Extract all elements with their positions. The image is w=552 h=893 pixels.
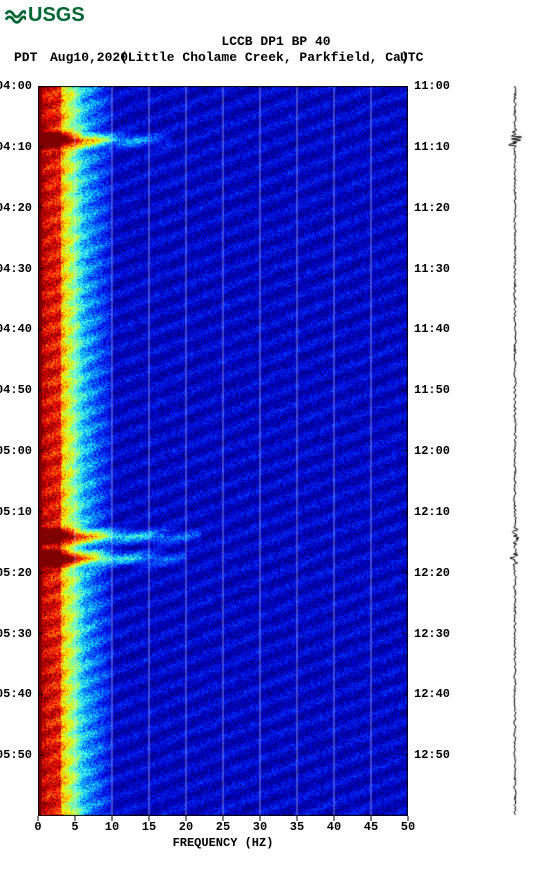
- usgs-wave-icon: [4, 5, 26, 27]
- y-tick-right: 12:10: [414, 505, 450, 519]
- y-tick-left: 04:00: [0, 79, 32, 93]
- x-tick: 50: [401, 820, 415, 834]
- x-tick: 10: [105, 820, 119, 834]
- y-tick-left: 05:40: [0, 687, 32, 701]
- x-tick-mark: [297, 816, 298, 821]
- y-tick-left: 05:50: [0, 748, 32, 762]
- y-tick-right: 11:10: [414, 140, 450, 154]
- y-tick-right: 11:50: [414, 383, 450, 397]
- x-tick: 0: [34, 820, 41, 834]
- y-tick-right: 12:00: [414, 444, 450, 458]
- x-tick: 25: [216, 820, 230, 834]
- y-tick-right: 12:50: [414, 748, 450, 762]
- x-tick: 35: [290, 820, 304, 834]
- x-axis-label: FREQUENCY (HZ): [38, 836, 408, 850]
- y-tick-right: 11:20: [414, 201, 450, 215]
- x-tick-mark: [112, 816, 113, 821]
- y-tick-left: 05:30: [0, 627, 32, 641]
- y-tick-left: 05:20: [0, 566, 32, 580]
- utc-label: UTC: [400, 50, 423, 65]
- y-tick-right: 12:20: [414, 566, 450, 580]
- x-tick-mark: [149, 816, 150, 821]
- x-tick-mark: [371, 816, 372, 821]
- date-label: Aug10,2020: [50, 50, 128, 65]
- y-tick-left: 04:10: [0, 140, 32, 154]
- spectrogram-canvas: [38, 86, 408, 816]
- y-tick-left: 04:30: [0, 262, 32, 276]
- y-tick-left: 04:50: [0, 383, 32, 397]
- x-tick-mark: [186, 816, 187, 821]
- x-tick: 40: [327, 820, 341, 834]
- x-tick: 45: [364, 820, 378, 834]
- x-tick-mark: [408, 816, 409, 821]
- pdt-label: PDT: [14, 50, 37, 65]
- y-tick-right: 12:40: [414, 687, 450, 701]
- spectrogram-plot: FREQUENCY (HZ) 04:0011:0004:1011:1004:20…: [38, 86, 408, 816]
- location-label: (Little Cholame Creek, Parkfield, Ca): [120, 50, 409, 65]
- y-tick-right: 11:30: [414, 262, 450, 276]
- y-tick-left: 04:20: [0, 201, 32, 215]
- x-tick: 15: [142, 820, 156, 834]
- x-tick: 5: [71, 820, 78, 834]
- seismogram-trace: [500, 86, 530, 816]
- y-tick-left: 05:10: [0, 505, 32, 519]
- x-tick-mark: [260, 816, 261, 821]
- usgs-logo: USGS: [4, 4, 85, 27]
- seismogram-canvas: [500, 86, 530, 816]
- x-tick-mark: [223, 816, 224, 821]
- x-tick: 20: [179, 820, 193, 834]
- y-tick-right: 11:00: [414, 79, 450, 93]
- y-tick-left: 04:40: [0, 322, 32, 336]
- y-tick-left: 05:00: [0, 444, 32, 458]
- y-tick-right: 11:40: [414, 322, 450, 336]
- y-tick-right: 12:30: [414, 627, 450, 641]
- x-tick-mark: [75, 816, 76, 821]
- usgs-logo-text: USGS: [28, 4, 85, 27]
- x-tick-mark: [334, 816, 335, 821]
- x-tick-mark: [38, 816, 39, 821]
- chart-title: LCCB DP1 BP 40: [0, 34, 552, 49]
- x-tick: 30: [253, 820, 267, 834]
